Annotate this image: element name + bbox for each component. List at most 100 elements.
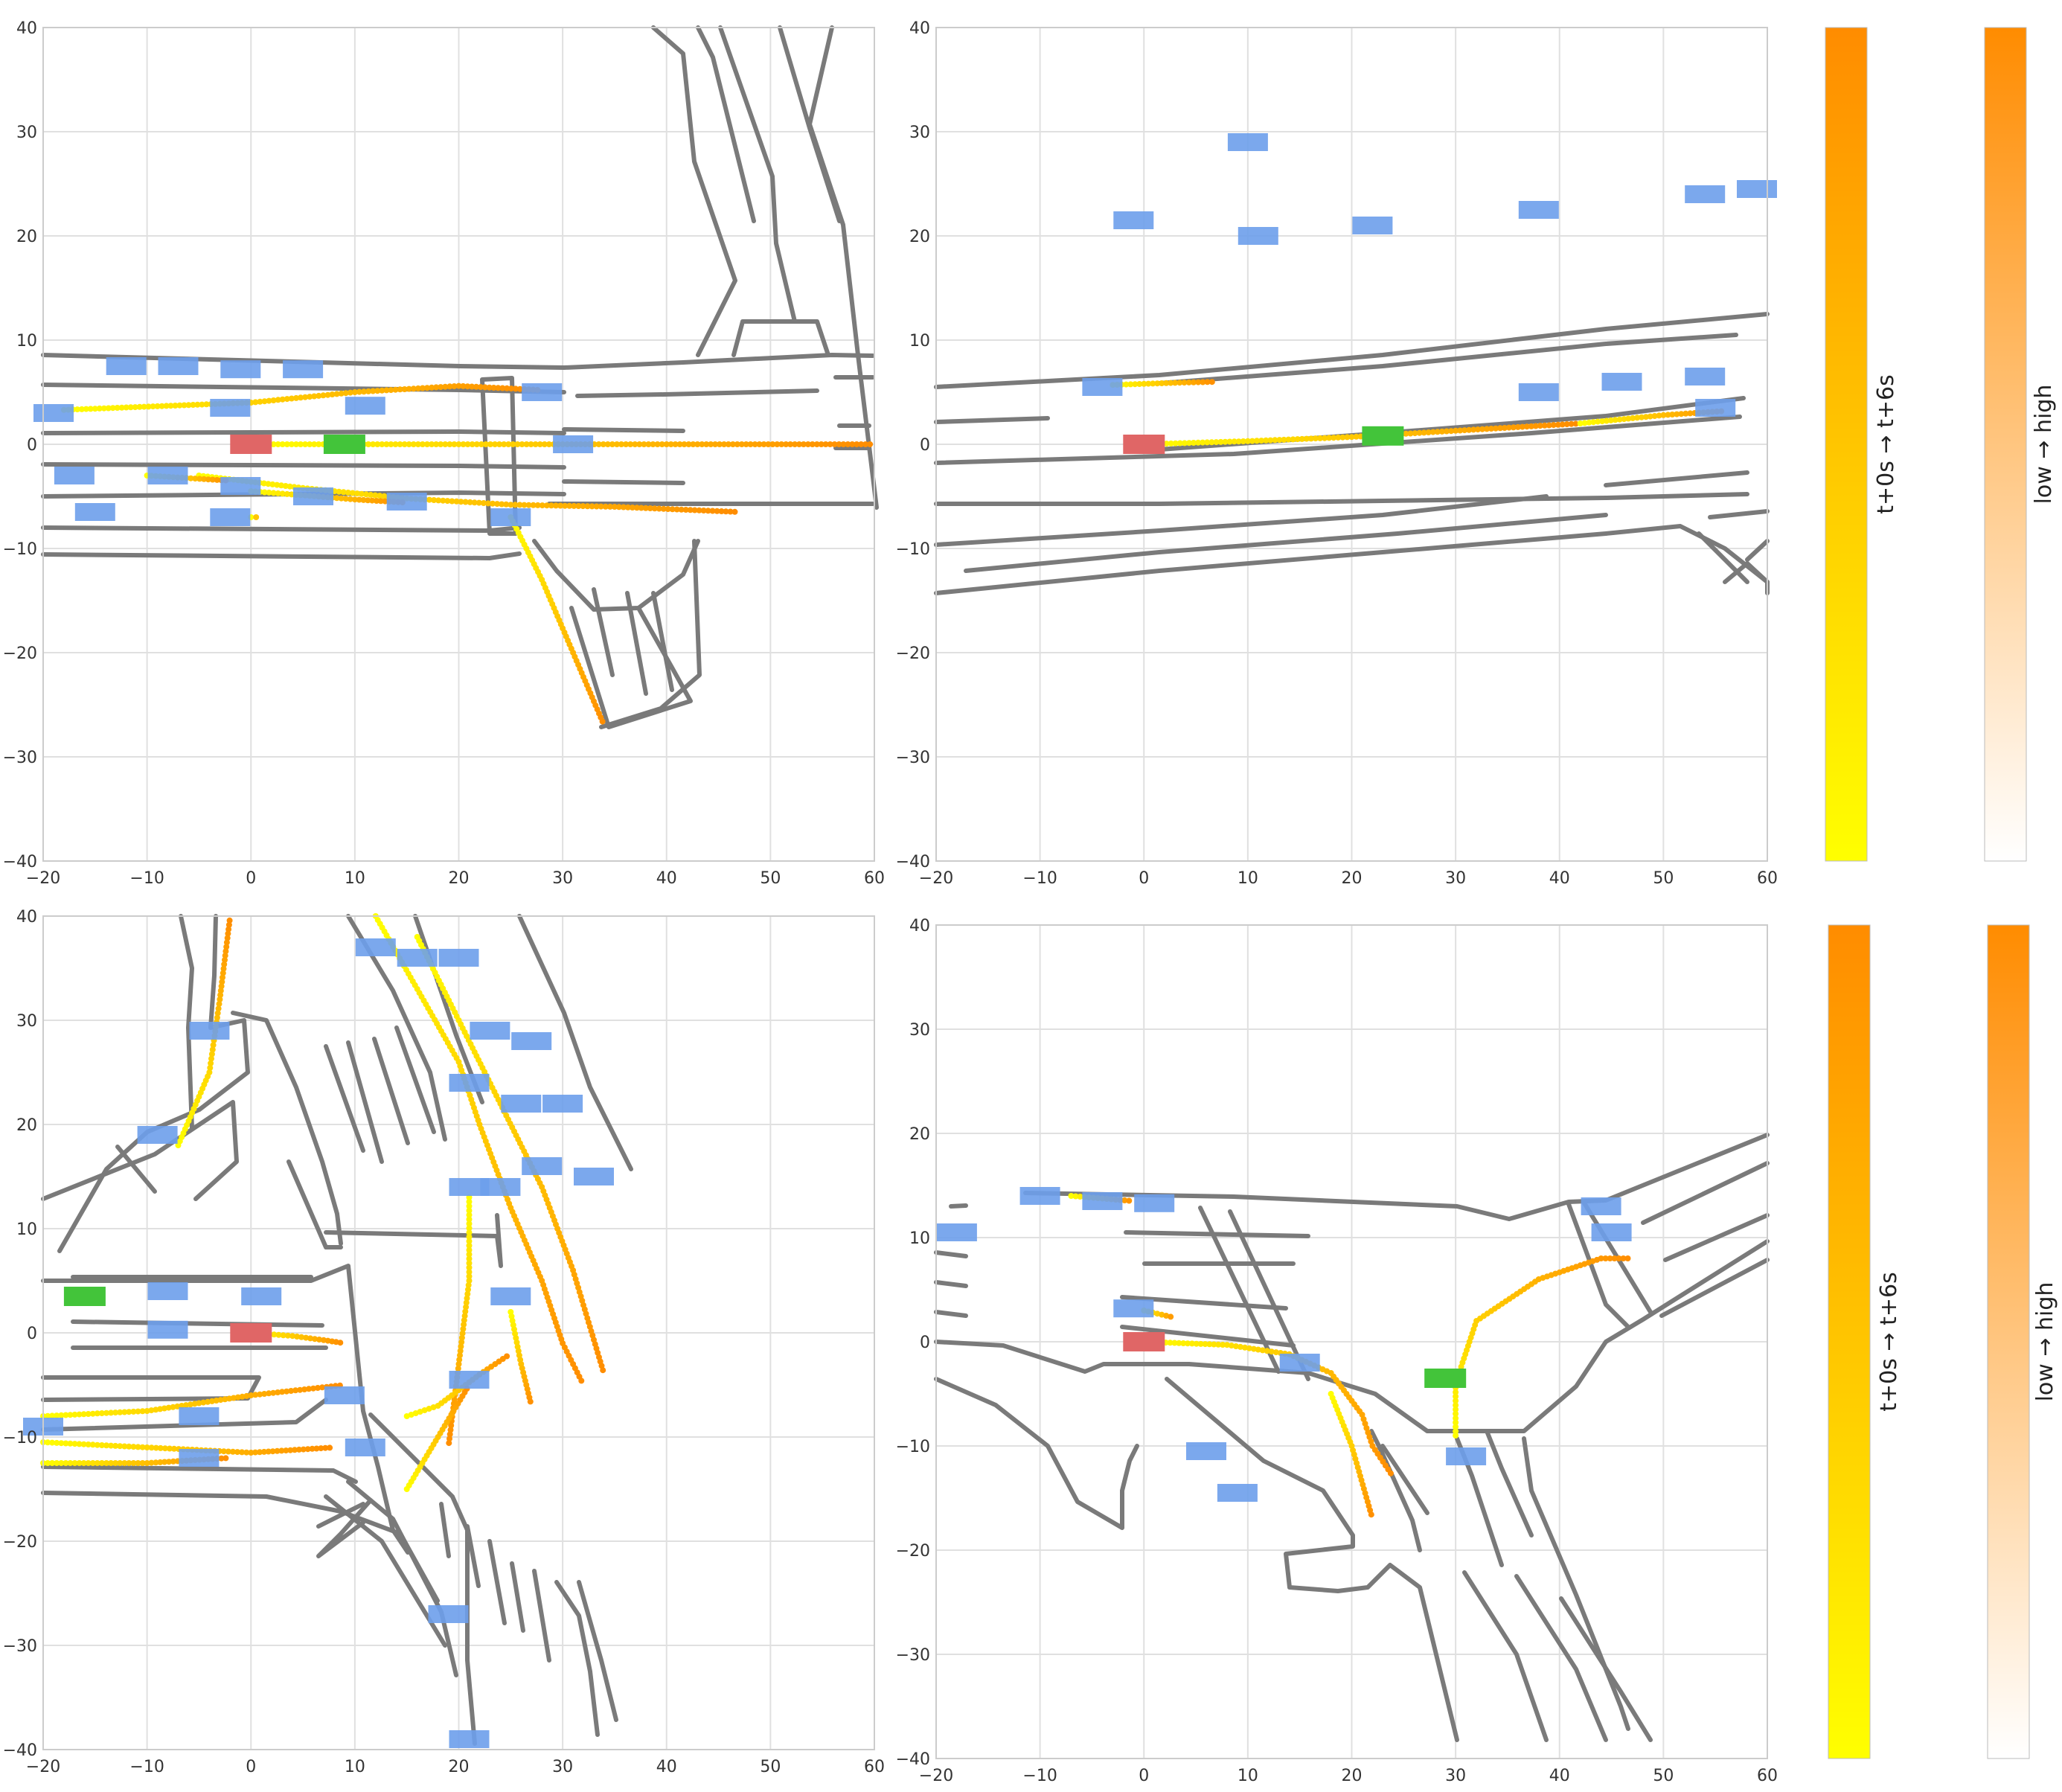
agent-vehicle	[1601, 373, 1642, 391]
trajectory-point	[642, 505, 649, 511]
trajectory-point	[271, 1331, 278, 1338]
trajectory-point	[1200, 439, 1206, 446]
trajectory-point	[510, 441, 516, 447]
trajectory-point	[494, 501, 501, 508]
trajectory-point	[527, 1398, 534, 1405]
trajectory-point	[792, 441, 798, 447]
trajectory-point	[467, 499, 473, 505]
trajectory-point	[1612, 417, 1618, 423]
trajectory-point	[307, 394, 313, 400]
trajectory-point	[1453, 1433, 1459, 1439]
trajectory-point	[1519, 423, 1525, 430]
trajectory-point	[284, 490, 290, 497]
trajectory-point	[761, 441, 767, 447]
y-tick-label: 30	[909, 124, 930, 142]
trajectory-point	[1523, 423, 1530, 430]
trajectory-point	[157, 1459, 164, 1465]
trajectory-point	[429, 441, 435, 447]
trajectory-point	[645, 441, 652, 447]
trajectory-point	[270, 1389, 277, 1396]
trajectory-point	[222, 948, 229, 955]
trajectory-point	[725, 441, 731, 447]
trajectory-point	[446, 383, 453, 390]
trajectory-point	[360, 496, 367, 503]
trajectory-point	[278, 482, 284, 489]
trajectory-point	[76, 1441, 83, 1447]
trajectory-point	[135, 1444, 141, 1450]
trajectory-point	[336, 488, 342, 495]
trajectory-point	[1272, 1349, 1279, 1356]
trajectory-point	[1620, 1255, 1627, 1261]
trajectory-point	[1537, 423, 1543, 429]
trajectory-point	[54, 1460, 60, 1466]
trajectory-point	[840, 441, 847, 447]
trajectory-point	[214, 1010, 221, 1017]
trajectory-point	[74, 406, 80, 413]
trajectory-point	[289, 1333, 296, 1340]
trajectory-point	[466, 1247, 473, 1253]
trajectory-point	[1598, 1255, 1604, 1261]
trajectory-point	[849, 441, 856, 447]
scene-panel-bottom-right	[934, 924, 1770, 1759]
trajectory-point	[578, 1377, 585, 1384]
trajectory-point	[1171, 1340, 1178, 1346]
trajectory-point	[1344, 434, 1351, 441]
trajectory-point	[266, 397, 272, 404]
trajectory-point	[171, 1445, 177, 1452]
trajectory-point	[310, 1385, 316, 1392]
trajectory-point	[424, 441, 430, 447]
trajectory-point	[669, 506, 676, 513]
trajectory-point	[446, 1436, 452, 1442]
trajectory-point	[257, 1449, 263, 1456]
agent-vehicle	[241, 1287, 282, 1305]
trajectory-point	[1168, 440, 1174, 447]
trajectory-point	[298, 1334, 305, 1340]
trajectory-point	[466, 1269, 473, 1276]
trajectory-point	[374, 388, 381, 394]
trajectory-point	[665, 506, 671, 512]
trajectory-point	[342, 496, 349, 502]
trajectory-point	[67, 1412, 74, 1418]
trajectory-point	[1163, 380, 1170, 386]
trajectory-point	[632, 441, 638, 447]
trajectory-point	[1412, 430, 1418, 437]
trajectory-point	[414, 385, 421, 391]
trajectory-point	[105, 405, 112, 412]
trajectory-point	[1285, 436, 1292, 443]
trajectory-point	[275, 490, 281, 496]
trajectory-point	[600, 1367, 606, 1374]
trajectory-point	[678, 506, 685, 513]
trajectory-point	[185, 402, 192, 409]
trajectory-point	[1249, 438, 1255, 444]
trajectory-point	[627, 441, 634, 447]
trajectory-point	[1541, 422, 1548, 429]
trajectory-point	[1195, 439, 1202, 446]
trajectory-point	[333, 391, 340, 397]
ego-vehicle	[1123, 435, 1165, 454]
trajectory-point	[220, 1448, 227, 1455]
axes-frame	[935, 924, 1768, 1759]
agent-vehicle	[293, 487, 333, 505]
trajectory-point	[287, 1447, 294, 1453]
trajectory-point	[738, 441, 745, 447]
trajectory-point	[1448, 428, 1455, 435]
trajectory-point	[154, 403, 161, 409]
x-tick-label: 50	[1653, 869, 1674, 888]
trajectory-point	[1255, 1346, 1261, 1353]
trajectory-point	[239, 1449, 246, 1456]
trajectory-point	[495, 385, 502, 391]
trajectory-point	[130, 1408, 137, 1415]
trajectory-point	[1660, 412, 1667, 418]
trajectory-point	[201, 476, 208, 482]
trajectory-point	[257, 398, 263, 405]
trajectory-point	[1348, 434, 1355, 441]
trajectory-point	[80, 1411, 87, 1418]
trajectory-point	[414, 441, 421, 447]
trajectory-point	[58, 1412, 65, 1418]
trajectory-point	[1197, 1340, 1204, 1347]
trajectory-point	[89, 1410, 96, 1417]
trajectory-point	[1453, 1407, 1459, 1412]
trajectory-point	[681, 441, 688, 447]
trajectory-point	[1202, 1341, 1208, 1348]
trajectory-point	[130, 1444, 137, 1450]
